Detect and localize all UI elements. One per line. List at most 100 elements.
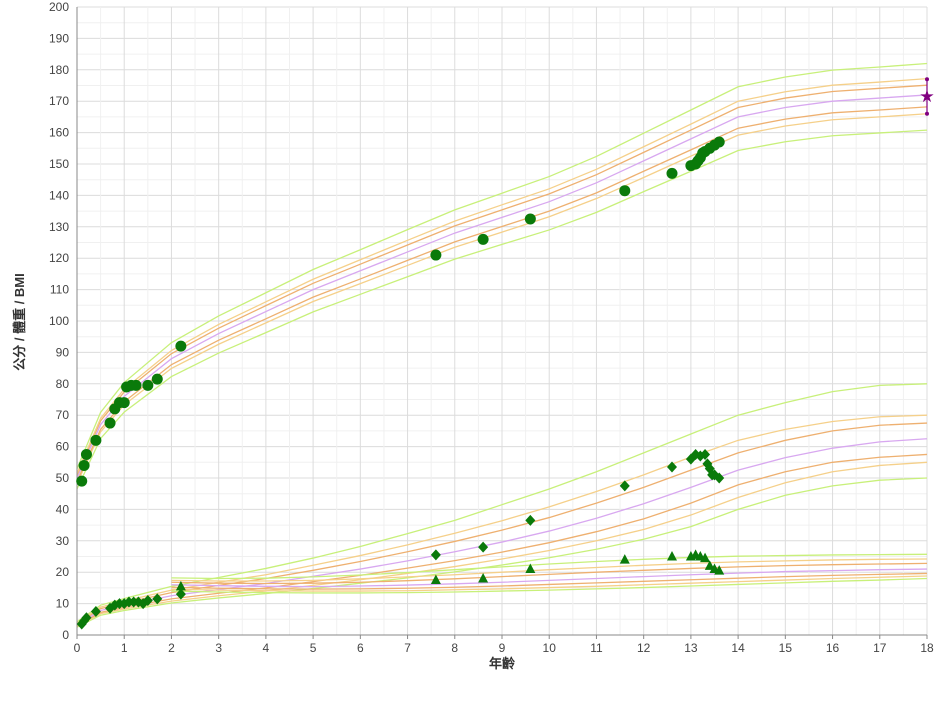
weight-point	[619, 480, 630, 492]
y-tick-label: 160	[49, 126, 69, 140]
height-point	[175, 340, 187, 352]
target-range-max	[925, 77, 929, 82]
height-p3-curve	[76, 129, 928, 490]
x-tick-label: 16	[826, 641, 840, 655]
y-tick-label: 0	[62, 628, 69, 642]
axes: 0102030405060708090100110120130140150160…	[49, 0, 934, 655]
x-axis-title: 年齡	[489, 656, 515, 671]
y-tick-label: 170	[49, 94, 69, 108]
x-tick-label: 1	[121, 641, 128, 655]
x-tick-label: 17	[873, 641, 887, 655]
weight-p10-curve	[76, 461, 928, 627]
x-tick-label: 18	[920, 641, 934, 655]
y-tick-label: 60	[56, 440, 70, 454]
height-p25-curve	[76, 106, 928, 482]
weight-point	[90, 605, 101, 617]
weight-point	[119, 598, 130, 610]
y-tick-label: 120	[49, 251, 69, 265]
height-point	[76, 475, 88, 487]
bmi-point	[667, 551, 677, 561]
height-point	[78, 459, 90, 471]
y-tick-label: 190	[49, 31, 69, 45]
height-point	[430, 249, 442, 261]
bmi-p50-curve	[171, 568, 928, 588]
height-point	[713, 136, 725, 148]
x-tick-label: 2	[168, 641, 175, 655]
weight-point	[175, 588, 186, 600]
height-p97-curve	[76, 62, 928, 470]
x-tick-label: 10	[543, 641, 557, 655]
bmi-point	[619, 554, 630, 564]
height-point	[477, 233, 489, 245]
weight-point	[525, 514, 536, 526]
bmi-p75-curve	[171, 562, 928, 585]
y-tick-label: 180	[49, 63, 69, 77]
weight-point	[81, 612, 92, 624]
y-tick-label: 50	[56, 471, 70, 485]
y-tick-label: 10	[56, 597, 70, 611]
x-tick-label: 7	[404, 641, 411, 655]
y-tick-label: 150	[49, 157, 69, 171]
bmi-point	[478, 572, 489, 583]
weight-point	[714, 472, 725, 484]
x-tick-label: 0	[74, 641, 81, 655]
x-tick-label: 9	[499, 641, 506, 655]
bmi-p3-curve	[171, 577, 928, 594]
x-tick-label: 4	[263, 641, 270, 655]
height-point	[80, 448, 92, 460]
height-point	[90, 434, 102, 446]
x-tick-label: 14	[731, 641, 745, 655]
target-height-star-icon	[920, 89, 934, 103]
y-tick-label: 70	[56, 408, 70, 422]
x-tick-label: 13	[684, 641, 698, 655]
data-markers	[76, 77, 934, 630]
y-tick-label: 30	[56, 534, 70, 548]
y-tick-label: 110	[50, 283, 69, 297]
y-axis-title: 公分 / 體重 / BMI	[12, 273, 27, 371]
bmi-point	[700, 552, 711, 563]
y-tick-label: 40	[56, 502, 70, 516]
weight-point	[142, 594, 153, 606]
grid	[76, 6, 928, 636]
y-tick-label: 200	[49, 0, 69, 14]
bmi-point	[175, 580, 186, 591]
height-point	[524, 213, 536, 225]
y-tick-label: 130	[49, 220, 69, 234]
height-p50-curve	[76, 94, 928, 479]
height-point	[130, 379, 142, 391]
x-tick-label: 8	[451, 641, 458, 655]
bmi-point	[714, 565, 725, 575]
height-point	[104, 417, 116, 429]
x-tick-label: 5	[310, 641, 317, 655]
x-tick-label: 6	[357, 641, 364, 655]
x-tick-label: 12	[637, 641, 651, 655]
x-tick-label: 3	[215, 641, 222, 655]
bmi-p10-curve	[171, 575, 928, 592]
height-point	[666, 167, 678, 179]
y-tick-label: 80	[56, 377, 70, 391]
height-point	[118, 397, 130, 409]
weight-point	[152, 593, 163, 605]
bmi-p90-curve	[171, 558, 928, 582]
bmi-point	[704, 560, 715, 570]
x-tick-label: 11	[590, 641, 603, 655]
weight-point	[667, 461, 677, 473]
weight-point	[430, 549, 441, 561]
height-point	[142, 379, 154, 391]
reference-curves	[76, 62, 928, 628]
y-tick-label: 100	[49, 314, 69, 328]
weight-point	[478, 541, 489, 553]
height-point	[619, 185, 631, 197]
target-range-min	[925, 111, 929, 116]
weight-point	[700, 448, 711, 460]
bmi-point	[430, 574, 441, 585]
bmi-p97-curve	[171, 553, 928, 580]
y-tick-label: 140	[49, 188, 69, 202]
bmi-point	[525, 563, 536, 574]
x-tick-label: 15	[779, 641, 793, 655]
bmi-p25-curve	[171, 572, 928, 590]
y-tick-label: 20	[56, 565, 70, 579]
height-point	[151, 373, 163, 385]
